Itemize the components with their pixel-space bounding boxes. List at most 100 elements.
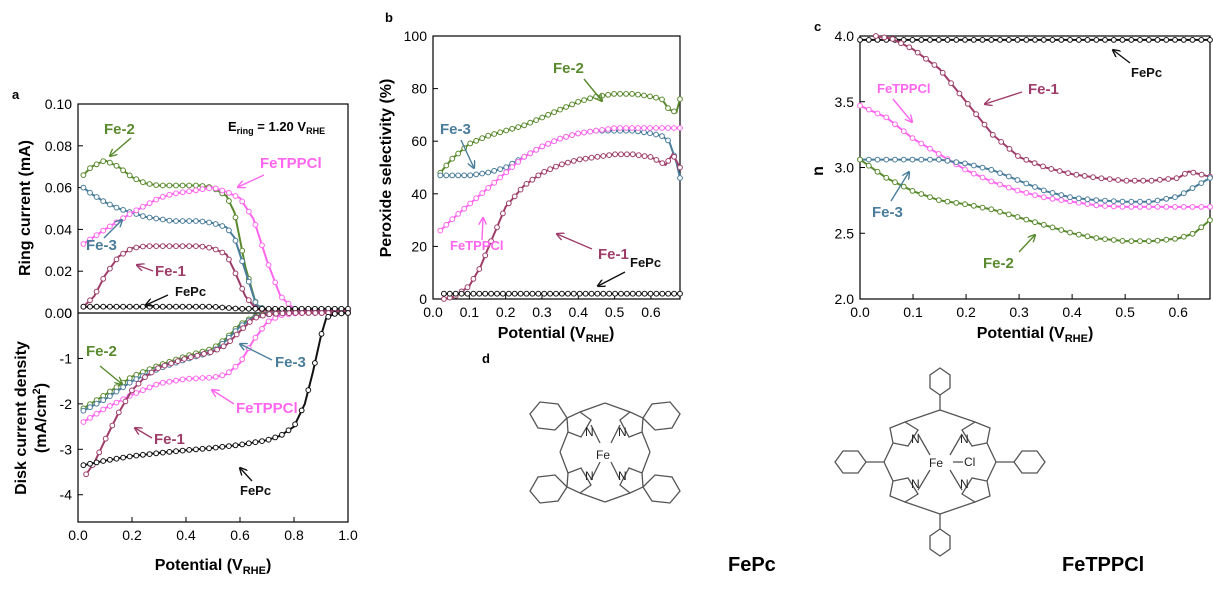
disk-point-fe-1 bbox=[246, 319, 253, 325]
n-point-fe-2 bbox=[1040, 221, 1047, 228]
ring-point-fetppcl bbox=[226, 190, 232, 196]
peroxide-point-fe-2 bbox=[509, 125, 516, 132]
peroxide-point-fetppcl bbox=[635, 125, 641, 131]
disk-point-fe-1 bbox=[181, 356, 188, 362]
peroxide-point-fepc bbox=[600, 290, 607, 297]
n-point-fe-1 bbox=[914, 49, 921, 56]
label-fe3-ring: Fe-3 bbox=[86, 237, 117, 254]
peroxide-point-fe-3 bbox=[665, 137, 671, 144]
ring-point-fepc bbox=[245, 305, 252, 312]
disk-point-fe-3 bbox=[113, 388, 120, 395]
n-point-fe-1 bbox=[1173, 175, 1180, 182]
disk-point-fetppcl bbox=[80, 419, 87, 425]
peroxide-point-fepc bbox=[458, 290, 465, 297]
peroxide-point-fe-1 bbox=[464, 284, 471, 291]
ering-annotation: Ering = 1.20 VRHE bbox=[228, 119, 325, 136]
peroxide-point-fe-3 bbox=[497, 166, 504, 173]
n-point-fepc bbox=[909, 37, 916, 43]
n-point-fepc bbox=[1093, 37, 1100, 43]
label-fepc-disk: FePc bbox=[240, 483, 271, 498]
peroxide-xtick-label: 0.4 bbox=[569, 304, 589, 320]
peroxide-point-fepc bbox=[629, 290, 636, 297]
ring-axis: 0.00 0.02 0.04 0.06 0.08 0.10 bbox=[45, 96, 83, 321]
arrow-fe2-ring bbox=[110, 137, 132, 156]
n-point-fetppcl bbox=[883, 114, 890, 121]
fepc-pyrrole-ring-2 bbox=[619, 411, 644, 438]
peroxide-point-fe-2 bbox=[545, 111, 551, 118]
ring-point-fe-2 bbox=[126, 172, 133, 179]
disk-point-fepc bbox=[179, 447, 186, 454]
ring-point-fe-2 bbox=[100, 158, 107, 165]
peroxide-point-fepc bbox=[541, 290, 548, 297]
ring-ytick-label: 0.06 bbox=[45, 180, 72, 196]
n-xtick-label: 0.0 bbox=[850, 304, 870, 320]
ring-point-fe-3 bbox=[80, 184, 87, 191]
n-point-fe-2 bbox=[865, 162, 872, 169]
n-point-fe-2 bbox=[1058, 227, 1065, 233]
ring-point-fe-1 bbox=[93, 288, 100, 295]
ring-point-fe-1 bbox=[133, 244, 140, 251]
n-point-fepc bbox=[1180, 37, 1187, 43]
n-point-fepc bbox=[1163, 37, 1170, 43]
n-point-fe-2 bbox=[892, 179, 898, 186]
fepc-benzo-ring-2 bbox=[642, 401, 681, 431]
ring-point-fe-3 bbox=[193, 218, 199, 224]
n-point-fe-2 bbox=[1023, 216, 1030, 223]
peroxide-point-fe-1 bbox=[659, 160, 666, 167]
peroxide-point-fetppcl bbox=[539, 143, 546, 150]
ring-point-fetppcl bbox=[272, 279, 279, 286]
peroxide-point-fe-3 bbox=[485, 169, 492, 176]
peroxide-point-fe-2 bbox=[623, 91, 629, 97]
disk-point-fe-1 bbox=[266, 311, 273, 318]
n-ytick-label: 4.0 bbox=[835, 28, 855, 44]
disk-point-fepc bbox=[285, 427, 292, 434]
ring-current-ylabel: Ring current (mA) bbox=[17, 140, 34, 276]
arrow-fe2-peroxide bbox=[583, 78, 602, 101]
peroxide-point-fe-1 bbox=[494, 224, 500, 231]
peroxide-point-fetppcl bbox=[533, 146, 540, 153]
n-point-fe-2 bbox=[997, 208, 1003, 215]
disk-point-fepc bbox=[80, 462, 87, 469]
ring-point-fe-2 bbox=[239, 247, 246, 254]
fepc-pyrrole-ring-1 bbox=[566, 411, 592, 438]
peroxide-point-fetppcl bbox=[641, 125, 647, 131]
ring-point-fe-1 bbox=[87, 297, 93, 304]
disk-point-fe-1 bbox=[155, 365, 162, 372]
n-point-fetppcl bbox=[865, 106, 872, 113]
peroxide-point-fe-2 bbox=[599, 92, 605, 99]
ring-point-fe-3 bbox=[159, 216, 166, 223]
peroxide-point-fe-1 bbox=[665, 158, 672, 164]
panel-a-xtick-label: 1.0 bbox=[338, 527, 358, 543]
panel-c-x-axis: 0.0 0.1 0.2 0.3 0.4 0.5 0.6 bbox=[850, 294, 1188, 320]
n-point-fe-2 bbox=[909, 188, 916, 194]
peroxide-point-fe-3 bbox=[491, 167, 498, 174]
peroxide-point-fe-2 bbox=[647, 93, 653, 100]
ring-ytick-label: 0.00 bbox=[45, 305, 72, 321]
ring-point-fe-1 bbox=[186, 243, 193, 250]
disk-point-fe-3 bbox=[80, 407, 87, 414]
n-point-fepc bbox=[1110, 37, 1117, 43]
ring-line-fe-2 bbox=[82, 159, 348, 312]
n-point-fe-2 bbox=[1075, 231, 1082, 238]
disk-point-fepc bbox=[206, 445, 213, 452]
ring-point-fepc bbox=[272, 305, 279, 312]
label-fe3-disk: Fe-3 bbox=[275, 354, 306, 371]
n-point-fe-2 bbox=[944, 198, 951, 205]
peroxide-point-fetppcl bbox=[659, 125, 665, 131]
disk-point-fe-1 bbox=[312, 310, 319, 316]
n-xtick-label: 0.4 bbox=[1062, 304, 1082, 320]
n-point-fe-3 bbox=[1119, 198, 1126, 205]
arrow-fepc-ring bbox=[146, 294, 169, 305]
n-xtick-label: 0.1 bbox=[903, 304, 923, 320]
disk-point-fepc bbox=[173, 448, 179, 455]
fetppcl-n-atom-2: N bbox=[960, 432, 969, 446]
n-point-fe-3 bbox=[1180, 190, 1187, 197]
disk-point-fepc bbox=[93, 459, 100, 466]
electron-number-series bbox=[857, 33, 1213, 245]
ring-point-fe-1 bbox=[173, 243, 179, 250]
n-point-fepc bbox=[1145, 37, 1152, 43]
n-point-fepc bbox=[918, 37, 925, 43]
peroxide-point-fe-2 bbox=[551, 109, 557, 116]
label-fepc-peroxide: FePc bbox=[630, 255, 661, 270]
ring-point-fe-2 bbox=[113, 162, 120, 169]
